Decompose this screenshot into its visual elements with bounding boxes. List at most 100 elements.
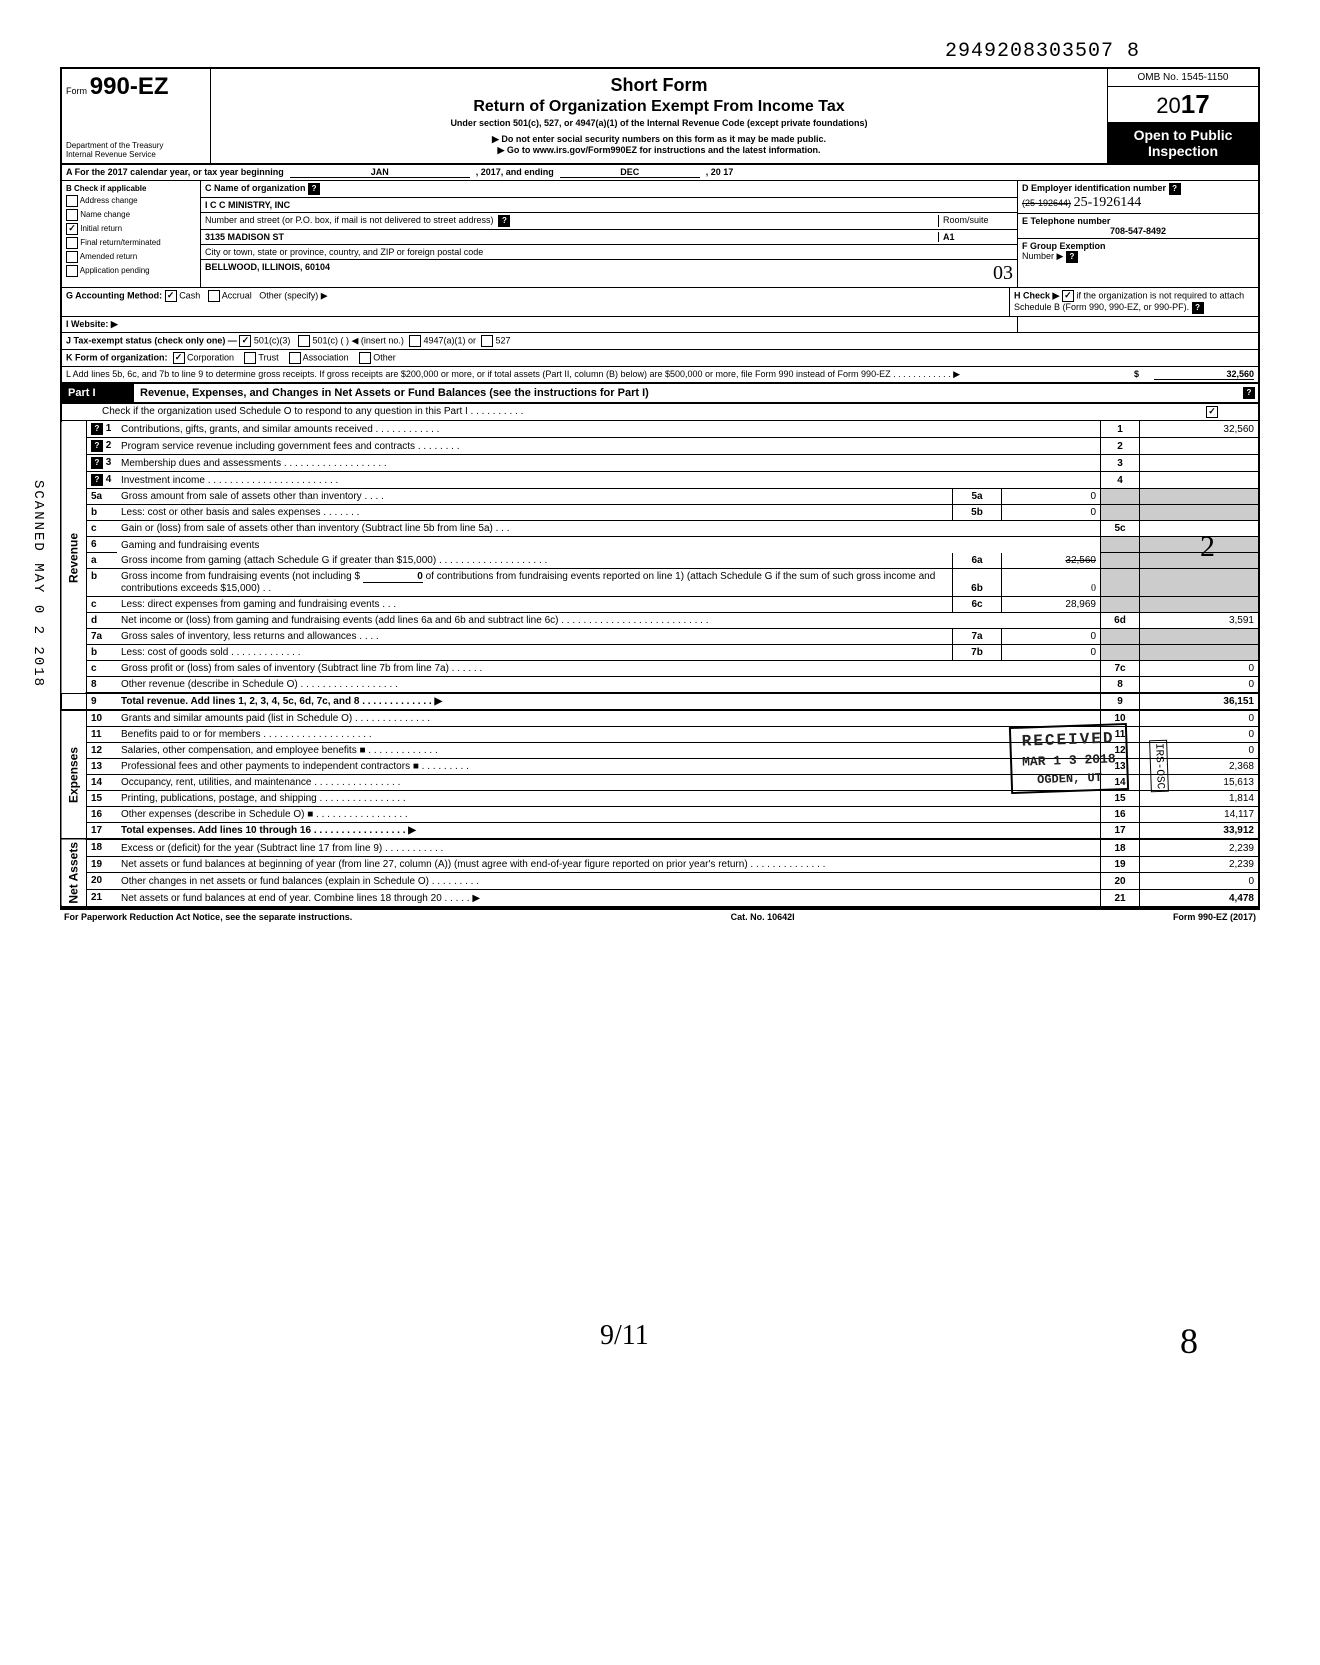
form-header: Form 990-EZ Department of the Treasury I… — [60, 67, 1260, 165]
footer-right: Form 990-EZ (2017) — [1173, 912, 1256, 922]
k-assoc-checkbox[interactable] — [289, 352, 301, 364]
help-icon[interactable]: ? — [308, 183, 320, 195]
b-item-row: Amended return — [66, 250, 196, 264]
line-6d-box: 6d — [1101, 613, 1140, 629]
b-item-row: Final return/terminated — [66, 236, 196, 250]
street-value[interactable]: 3135 MADISON ST — [205, 232, 284, 242]
received-text: RECEIVED — [1021, 729, 1115, 750]
k-opt-2: Association — [303, 352, 349, 362]
line-7c-text: Gross profit or (loss) from sales of inv… — [117, 661, 1101, 677]
l-value[interactable]: 32,560 — [1154, 369, 1254, 380]
line-7a-iamt[interactable]: 0 — [1002, 629, 1101, 645]
b-checkbox-1[interactable] — [66, 209, 78, 221]
line-1-amt[interactable]: 32,560 — [1140, 421, 1260, 438]
i-label: I Website: ▶ — [66, 319, 118, 329]
line-6a-iamt[interactable]: 32,560 — [1065, 555, 1096, 566]
help-icon[interactable]: ? — [1169, 183, 1181, 195]
form-number: 990-EZ — [90, 73, 169, 100]
b-header: B Check if applicable — [66, 183, 196, 194]
line-13-text: Professional fees and other payments to … — [117, 759, 1101, 775]
j-row: J Tax-exempt status (check only one) — 5… — [60, 333, 1260, 350]
b-checkbox-5[interactable] — [66, 265, 78, 277]
revenue-side-label: Revenue — [61, 421, 87, 693]
k-other-checkbox[interactable] — [359, 352, 371, 364]
hand-margin-2: 2 — [1200, 530, 1215, 564]
cash-checkbox[interactable] — [165, 290, 177, 302]
line-19-text: Net assets or fund balances at beginning… — [117, 856, 1101, 873]
j-501c3-checkbox[interactable] — [239, 335, 251, 347]
g-h-row: G Accounting Method: Cash Accrual Other … — [60, 288, 1260, 317]
help-icon[interactable]: ? — [1066, 251, 1078, 263]
help-icon[interactable]: ? — [91, 440, 103, 452]
line-5a-iamt[interactable]: 0 — [1002, 489, 1101, 505]
b-checkbox-3[interactable] — [66, 237, 78, 249]
room-value[interactable]: A1 — [938, 232, 1013, 242]
b-checkbox-4[interactable] — [66, 251, 78, 263]
shaded-cell — [1101, 553, 1140, 569]
form-prefix: Form — [66, 86, 87, 96]
line-2-amt[interactable] — [1140, 438, 1260, 455]
open-public-1: Open to Public — [1110, 127, 1256, 143]
line-a-begin[interactable]: JAN — [290, 167, 470, 178]
help-icon[interactable]: ? — [91, 423, 103, 435]
j-527-checkbox[interactable] — [481, 335, 493, 347]
j-4947-checkbox[interactable] — [409, 335, 421, 347]
line-6b-contrib[interactable]: 0 — [363, 571, 423, 583]
phone-value[interactable]: 708-547-8492 — [1022, 226, 1254, 236]
help-icon[interactable]: ? — [1192, 302, 1204, 314]
line-6c-iamt[interactable]: 28,969 — [1002, 597, 1101, 613]
line-3-amt[interactable] — [1140, 455, 1260, 472]
line-21-amt[interactable]: 4,478 — [1140, 889, 1260, 906]
line-10-amt[interactable]: 0 — [1140, 710, 1260, 727]
line-16-amt[interactable]: 14,117 — [1140, 807, 1260, 823]
shaded-cell — [1101, 537, 1140, 553]
line-9-amt[interactable]: 36,151 — [1140, 693, 1260, 710]
part1-schedule-o-checkbox[interactable] — [1206, 406, 1218, 418]
line-15-amt[interactable]: 1,814 — [1140, 791, 1260, 807]
line-a-end[interactable]: DEC — [560, 167, 700, 178]
line-9-text: Total revenue. Add lines 1, 2, 3, 4, 5c,… — [117, 693, 1101, 710]
b-checkbox-0[interactable] — [66, 195, 78, 207]
header-right: OMB No. 1545-1150 2017 Open to Public In… — [1108, 69, 1258, 163]
line-7c-amt[interactable]: 0 — [1140, 661, 1260, 677]
line-8-text: Other revenue (describe in Schedule O) .… — [117, 677, 1101, 694]
line-6d-amt[interactable]: 3,591 — [1140, 613, 1260, 629]
line-19-amt[interactable]: 2,239 — [1140, 856, 1260, 873]
help-icon[interactable]: ? — [1243, 387, 1255, 399]
g-opt-accrual: Accrual — [222, 290, 252, 300]
help-icon[interactable]: ? — [91, 457, 103, 469]
line-20-amt[interactable]: 0 — [1140, 873, 1260, 890]
accrual-checkbox[interactable] — [208, 290, 220, 302]
org-name[interactable]: I C C MINISTRY, INC — [205, 200, 290, 210]
expenses-side-label: Expenses — [61, 710, 87, 839]
open-public-2: Inspection — [1110, 143, 1256, 159]
j-501c-checkbox[interactable] — [298, 335, 310, 347]
part1-check-text: Check if the organization used Schedule … — [102, 406, 523, 418]
line-8-amt[interactable]: 0 — [1140, 677, 1260, 694]
k-label: K Form of organization: — [66, 352, 168, 362]
shaded-cell — [1101, 505, 1140, 521]
line-7b-ibox: 7b — [953, 645, 1002, 661]
line-4-amt[interactable] — [1140, 472, 1260, 489]
help-icon[interactable]: ? — [91, 474, 103, 486]
line-6a-ibox: 6a — [953, 553, 1002, 569]
j-opt-0: 501(c)(3) — [254, 335, 291, 345]
k-corp-checkbox[interactable] — [173, 352, 185, 364]
line-a-mid2: , 2017, and ending — [476, 167, 554, 177]
help-icon[interactable]: ? — [498, 215, 510, 227]
line-5b-ibox: 5b — [953, 505, 1002, 521]
k-opt-1: Trust — [258, 352, 278, 362]
k-trust-checkbox[interactable] — [244, 352, 256, 364]
shaded-cell — [1101, 629, 1140, 645]
line-17-amt[interactable]: 33,912 — [1140, 823, 1260, 840]
line-5b-iamt[interactable]: 0 — [1002, 505, 1101, 521]
ein-struck: (25-192644) — [1022, 198, 1071, 208]
city-value[interactable]: BELLWOOD, ILLINOIS, 60104 — [205, 262, 330, 285]
line-6b-iamt[interactable]: 0 — [1002, 569, 1101, 597]
h-checkbox[interactable] — [1062, 290, 1074, 302]
b-checkbox-2[interactable] — [66, 223, 78, 235]
line-7b-iamt[interactable]: 0 — [1002, 645, 1101, 661]
line-18-text: Excess or (deficit) for the year (Subtra… — [117, 839, 1101, 856]
line-18-amt[interactable]: 2,239 — [1140, 839, 1260, 856]
line-21-box: 21 — [1101, 889, 1140, 906]
